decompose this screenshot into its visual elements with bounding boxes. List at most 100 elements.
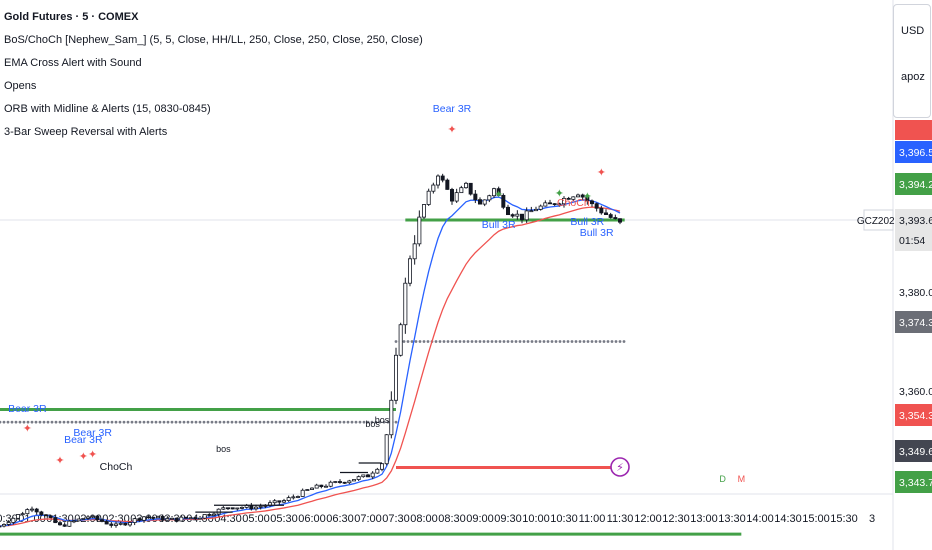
annotation-label: Bear 3R [8, 403, 47, 415]
candle-up [235, 507, 240, 510]
level-dot [2, 420, 6, 424]
level-dot [338, 420, 342, 424]
candle-down [337, 481, 342, 483]
chart-legend: Gold Futures · 5 · COMEX BoS/ChoCh [Neph… [4, 6, 423, 144]
candle-up [179, 516, 184, 522]
candle-down [277, 500, 282, 503]
candle-up [81, 517, 86, 520]
x-tick-label: 15:00 [802, 513, 830, 525]
candle-up [202, 514, 207, 519]
indicator-orb[interactable]: ORB with Midline & Alerts (15, 0830-0845… [4, 103, 211, 115]
candle-down [604, 212, 609, 216]
level-dot [198, 420, 202, 424]
candle-down [62, 524, 67, 527]
price-label-box [895, 311, 932, 333]
level-dot [42, 420, 46, 424]
candle-up [300, 489, 305, 497]
candle-down [468, 182, 473, 195]
candle-down [146, 516, 151, 519]
candle-up [487, 195, 492, 201]
level-dot [306, 420, 310, 424]
annotation-label: D [719, 474, 726, 484]
indicator-3bar-sweep[interactable]: 3-Bar Sweep Reversal with Alerts [4, 126, 168, 138]
candle-down [249, 504, 254, 510]
level-dot [530, 340, 534, 343]
level-dot [222, 420, 226, 424]
signal-marker: ✦ [55, 454, 64, 467]
x-tick-label: 14:30 [774, 513, 802, 525]
indicator-bos-choch[interactable]: BoS/ChoCh [Nephew_Sam_] (5, 5, Close, HH… [4, 34, 423, 46]
level-dot [514, 340, 518, 343]
level-dot [138, 420, 142, 424]
level-dot [494, 340, 498, 343]
level-dot [82, 420, 86, 424]
level-dot [150, 420, 154, 424]
annotation-label: bos [216, 444, 231, 454]
level-dot [350, 420, 354, 424]
candle-down [0, 525, 2, 528]
level-dot [30, 420, 34, 424]
level-dot [202, 420, 206, 424]
annotation-label: ChoCh [100, 461, 133, 473]
candle-up [538, 205, 543, 210]
level-dot [74, 420, 78, 424]
candle-up [463, 182, 468, 189]
level-dot [374, 420, 378, 424]
indicator-opens[interactable]: Opens [4, 80, 37, 92]
level-dot [502, 340, 506, 343]
level-dot [246, 420, 250, 424]
candle-down [449, 189, 454, 202]
candle-down [58, 522, 63, 526]
scale-settings-panel[interactable]: USD apoz [893, 4, 931, 118]
candle-up [169, 517, 174, 520]
level-dot [186, 420, 190, 424]
price-label-text: 3,393.6 [899, 215, 932, 227]
user-label: apoz [901, 71, 925, 83]
level-dot [106, 420, 110, 424]
candle-up [421, 204, 426, 218]
level-dot [282, 420, 286, 424]
candle-up [141, 516, 146, 521]
level-dot [582, 340, 586, 343]
candle-down [585, 196, 590, 202]
candle-up [239, 506, 244, 509]
level-dot [134, 420, 138, 424]
signal-marker: ✦ [79, 450, 88, 463]
level-dot [34, 420, 38, 424]
level-dot [118, 420, 122, 424]
annotation-label: Bear 3R [433, 103, 472, 115]
lightning-glyph: ⚡ [616, 461, 624, 474]
level-dot [238, 420, 242, 424]
level-dot [518, 340, 522, 343]
candle-down [137, 518, 142, 521]
level-dot [394, 340, 398, 343]
level-dot [46, 420, 50, 424]
x-tick-label: 13:00 [690, 513, 718, 525]
indicator-ema-cross[interactable]: EMA Cross Alert with Sound [4, 57, 142, 69]
candle-down [580, 194, 585, 198]
level-dot [334, 420, 338, 424]
price-label-text: 3,394.2 [899, 179, 932, 191]
candle-down [566, 197, 571, 200]
level-dot [462, 340, 466, 343]
levels [0, 218, 742, 536]
level-dot [314, 420, 318, 424]
level-dot [542, 340, 546, 343]
x-tick-label: 09:00 [466, 513, 494, 525]
level-dot [158, 420, 162, 424]
price-label-sliver [895, 120, 932, 140]
candle-up [76, 518, 81, 522]
candle-up [188, 517, 193, 520]
symbol-tag-text: GCZ2025 [857, 216, 901, 227]
price-label-box [895, 471, 932, 493]
level-dot [298, 420, 302, 424]
annotation-label: ChoCh [557, 197, 590, 209]
currency-label[interactable]: USD [901, 25, 925, 37]
symbol-title[interactable]: Gold Futures · 5 · COMEX [4, 11, 139, 23]
price-label-box [895, 141, 932, 163]
level-dot [162, 420, 166, 424]
candle-up [6, 522, 11, 525]
candle-up [309, 487, 314, 490]
level-dot [174, 420, 178, 424]
